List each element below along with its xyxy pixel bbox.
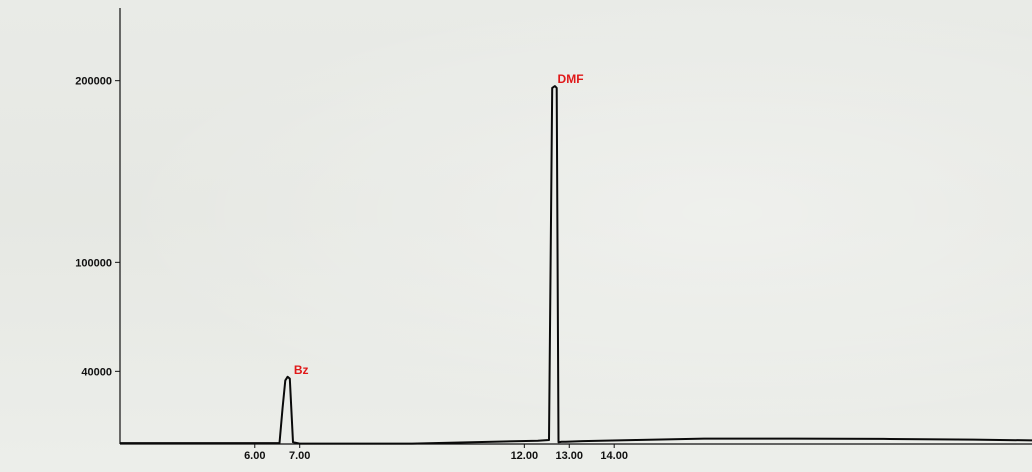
tic-trace [120,85,1032,445]
x-ticks: 6.00 7.00 12.00 13.00 14.00 [244,444,628,462]
x-tick-label: 13.00 [555,450,583,462]
peak-label-bz: Bz [294,363,309,377]
x-tick-label: 6.00 [244,450,265,462]
x-tick-label: 12.00 [511,450,539,462]
x-tick-label: 7.00 [289,450,310,462]
x-tick-label: 14.00 [600,450,628,462]
peak-label-dmf: DMF [558,72,584,86]
y-ticks: 40000 100000 200000 [75,76,120,378]
peak-annotations: Bz DMF [294,72,584,377]
y-tick-label: 40000 [81,366,112,378]
y-tick-label: 200000 [75,76,112,88]
y-tick-label: 100000 [75,257,112,269]
